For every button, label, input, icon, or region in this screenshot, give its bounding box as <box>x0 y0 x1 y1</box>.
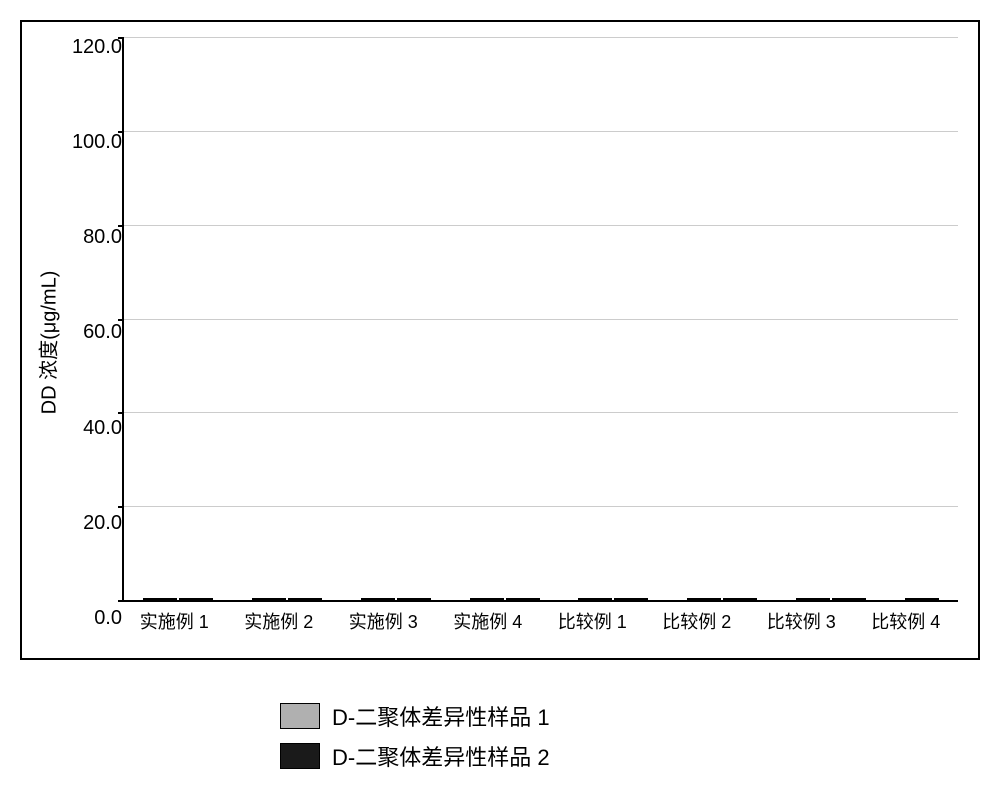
legend-item: D-二聚体差异性样品 1 <box>280 700 980 732</box>
y-tickmark <box>118 319 124 321</box>
bar <box>614 598 648 600</box>
y-tickmark <box>118 412 124 414</box>
y-tickmark <box>118 506 124 508</box>
x-tick-label: 实施例 4 <box>453 608 522 634</box>
bar <box>470 598 504 600</box>
bar-group <box>905 598 939 600</box>
legend-item: D-二聚体差异性样品 2 <box>280 740 980 772</box>
chart-container: DD 浓度(μg/mL) 120.0100.080.060.040.020.00… <box>20 20 980 660</box>
bar <box>796 598 830 600</box>
bar-group <box>687 598 757 600</box>
bar <box>687 598 721 600</box>
bar-group <box>143 598 213 600</box>
legend-label: D-二聚体差异性样品 2 <box>332 740 550 772</box>
chart-inner: DD 浓度(μg/mL) 120.0100.080.060.040.020.00… <box>32 37 958 648</box>
bar <box>397 598 431 600</box>
gridline <box>124 506 958 507</box>
bar-group <box>578 598 648 600</box>
legend-swatch <box>280 703 320 729</box>
bar <box>832 598 866 600</box>
gridline <box>124 319 958 320</box>
bar-group <box>361 598 431 600</box>
bar <box>288 598 322 600</box>
x-tick-label: 实施例 2 <box>244 608 313 634</box>
y-tickmark <box>118 131 124 133</box>
bar <box>361 598 395 600</box>
y-tickmark <box>118 37 124 39</box>
legend-label: D-二聚体差异性样品 1 <box>332 700 550 732</box>
y-axis-label: DD 浓度(μg/mL) <box>33 271 62 415</box>
x-tick-label: 比较例 2 <box>662 608 731 634</box>
y-axis-label-area: DD 浓度(μg/mL) <box>32 37 62 648</box>
legend-swatch <box>280 743 320 769</box>
x-tick-label: 比较例 1 <box>558 608 627 634</box>
plot-area <box>122 37 958 602</box>
y-tickmark <box>118 600 124 602</box>
gridline <box>124 225 958 226</box>
x-tick-label: 实施例 1 <box>140 608 209 634</box>
y-tickmark <box>118 225 124 227</box>
bar <box>506 598 540 600</box>
bar <box>179 598 213 600</box>
y-axis-ticks: 120.0100.080.060.040.020.00.0 <box>62 37 122 648</box>
gridline <box>124 37 958 38</box>
x-tick-label: 比较例 4 <box>871 608 940 634</box>
bar-group <box>252 598 322 600</box>
bar <box>143 598 177 600</box>
bar-group <box>470 598 540 600</box>
bar-group <box>796 598 866 600</box>
plot-wrap: 实施例 1 实施例 2 实施例 3 实施例 4 比较例 1 比较例 2 比较例 3 比较例 4 <box>122 37 958 648</box>
x-tick-label: 实施例 3 <box>349 608 418 634</box>
bar <box>723 598 757 600</box>
x-tick-label: 比较例 3 <box>767 608 836 634</box>
bar <box>905 598 939 600</box>
bar <box>578 598 612 600</box>
gridline <box>124 412 958 413</box>
x-axis-labels: 实施例 1 实施例 2 实施例 3 实施例 4 比较例 1 比较例 2 比较例 3 比较例 4 <box>122 602 958 648</box>
legend: D-二聚体差异性样品 1 D-二聚体差异性样品 2 <box>280 700 980 772</box>
gridline <box>124 131 958 132</box>
bar <box>252 598 286 600</box>
